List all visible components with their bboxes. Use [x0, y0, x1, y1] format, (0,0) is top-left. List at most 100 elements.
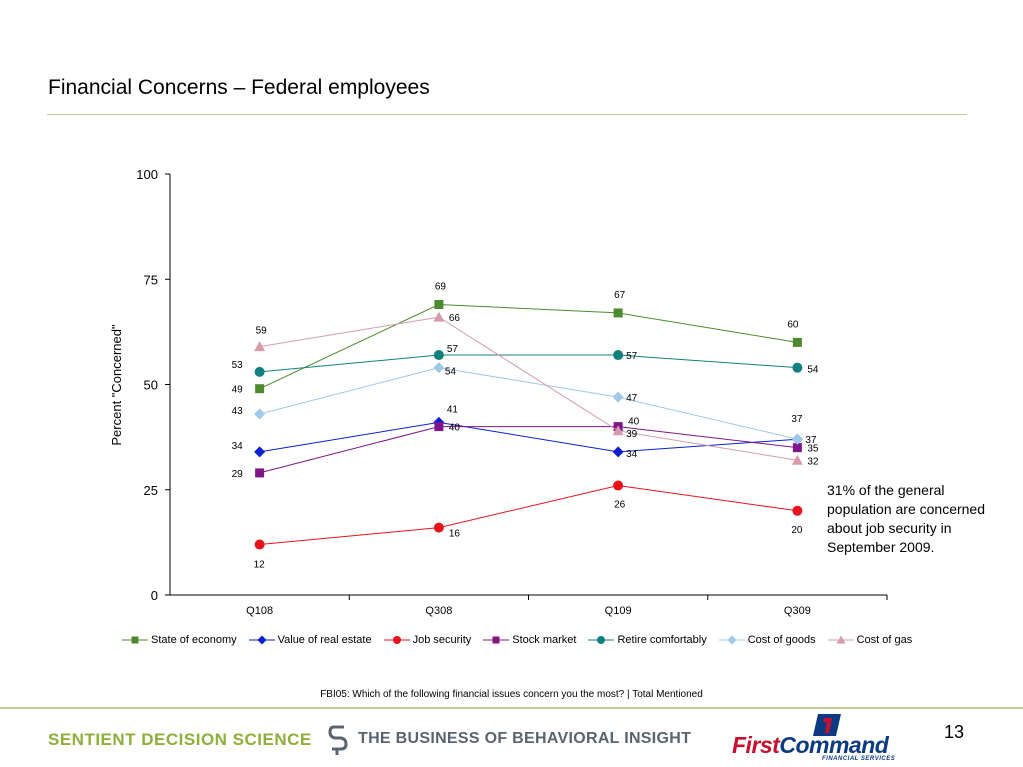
legend-swatch-icon	[827, 635, 854, 644]
data-label: 41	[447, 404, 459, 415]
y-tick-label: 0	[151, 588, 158, 603]
legend-item: Cost of goods	[718, 634, 816, 646]
data-label: 54	[445, 367, 457, 378]
legend-item: Value of real estate	[248, 634, 372, 646]
data-label: 40	[449, 423, 461, 434]
data-label: 59	[256, 326, 268, 337]
series-line	[259, 354, 798, 373]
first-command-mark-icon	[813, 714, 841, 736]
data-label: 57	[626, 351, 638, 362]
legend-label: Stock market	[512, 634, 577, 646]
legend-swatch-icon	[122, 636, 148, 644]
y-tick-label: 100	[136, 167, 158, 182]
chart-legend: State of economy Value of real estate Job …	[122, 632, 924, 648]
data-label: 49	[232, 385, 244, 396]
data-point	[254, 408, 266, 420]
legend-marker	[597, 636, 606, 644]
data-point	[792, 443, 802, 453]
series-line	[259, 367, 798, 440]
data-label: 60	[787, 319, 799, 330]
data-label: 12	[254, 559, 266, 570]
first-command-subtitle: FINANCIAL SERVICES	[822, 756, 896, 762]
series-value-of-real-estate	[254, 416, 803, 458]
data-point	[434, 300, 444, 310]
page-number: 13	[943, 722, 964, 742]
chart-data-labels: 49 69 67 60 34 41 34 37 12 16 26 20 29 40 40 35 53 57 57 54…	[232, 282, 819, 571]
series-stock-market	[255, 422, 802, 478]
data-point	[792, 362, 803, 373]
sentient-logo: SENTIENT DECISION SCIENCE	[48, 730, 312, 749]
legend-swatch-icon	[718, 635, 745, 645]
data-label: 54	[807, 365, 819, 376]
legend-label: Retire comfortably	[617, 634, 707, 646]
data-label: 35	[807, 444, 819, 455]
y-tick-label: 50	[144, 378, 158, 393]
series-cost-of-goods	[254, 362, 803, 445]
data-point	[434, 422, 444, 432]
x-tick-label: Q308	[425, 605, 452, 617]
legend-item: Cost of gas	[827, 634, 913, 646]
legend-label: Cost of goods	[747, 634, 816, 646]
series-line	[259, 485, 798, 545]
legend-swatch-icon	[383, 636, 410, 644]
first-command-logo: FirstCommand FINANCIAL SERVICES	[730, 712, 910, 766]
legend-marker	[392, 636, 401, 644]
data-label: 57	[447, 344, 459, 355]
series-state-of-economy	[255, 300, 802, 394]
data-point	[433, 350, 444, 361]
y-axis-title: Percent "Concerned"	[109, 324, 124, 446]
legend-swatch-icon	[588, 636, 615, 644]
data-label: 29	[232, 469, 244, 480]
company-tagline: THE BUSINESS OF BEHAVIORAL INSIGHT	[358, 730, 692, 747]
data-point	[255, 384, 265, 394]
data-point	[613, 308, 623, 318]
data-point	[254, 446, 266, 458]
slide-title: Financial Concerns – Federal employees	[48, 76, 430, 99]
data-point	[612, 446, 624, 458]
data-label: 37	[791, 414, 803, 425]
legend-swatch-icon	[483, 636, 510, 644]
chart-annotation: 31% of the general population are concer…	[827, 482, 986, 555]
data-label: 26	[614, 500, 626, 511]
x-tick-label: Q309	[784, 605, 811, 617]
x-tick-label: Q108	[246, 605, 273, 617]
data-label: 32	[807, 456, 819, 467]
data-point	[433, 522, 444, 533]
data-label: 20	[791, 525, 803, 536]
series-line	[259, 426, 798, 474]
data-point	[254, 366, 265, 377]
title-divider	[47, 114, 967, 115]
data-label: 66	[449, 313, 461, 324]
series-retire-comfortably	[254, 350, 803, 377]
legend-label: Cost of gas	[856, 634, 913, 646]
data-label: 34	[232, 441, 244, 452]
data-label: 39	[626, 429, 638, 440]
series-job-security	[254, 480, 803, 550]
footer-divider	[0, 707, 1023, 709]
data-point	[433, 362, 445, 374]
legend-marker	[257, 635, 267, 645]
data-label: 34	[626, 449, 638, 460]
legend-marker	[836, 635, 846, 644]
y-tick-label: 75	[144, 272, 158, 287]
series-line	[259, 316, 798, 461]
data-point	[254, 539, 265, 550]
legend-marker	[727, 635, 737, 645]
series-cost-of-gas	[254, 311, 803, 465]
data-label: 40	[628, 417, 640, 428]
data-point	[792, 505, 803, 516]
legend-item: Retire comfortably	[588, 634, 707, 646]
legend-item: Job security	[383, 634, 471, 646]
data-label: 47	[626, 393, 638, 404]
data-point	[612, 425, 624, 436]
first-command-wordmark: FirstCommand	[732, 732, 889, 758]
data-point	[433, 311, 445, 322]
data-point	[255, 468, 265, 478]
data-point	[791, 433, 803, 445]
legend-label: State of economy	[151, 634, 237, 646]
data-label: 67	[614, 290, 626, 301]
legend-swatch-icon	[248, 635, 275, 645]
data-point	[613, 350, 624, 361]
data-label: 37	[805, 435, 817, 446]
data-point	[613, 480, 624, 491]
